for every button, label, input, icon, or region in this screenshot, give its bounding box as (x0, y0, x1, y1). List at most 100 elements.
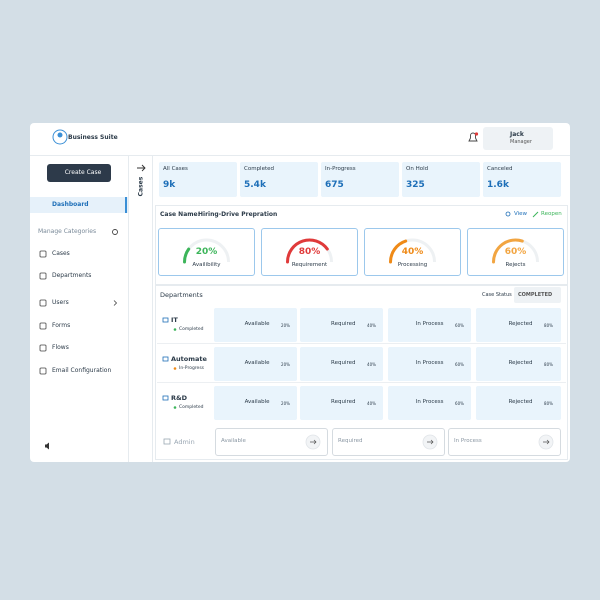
gauge-card (158, 228, 255, 276)
dept-icon (162, 395, 169, 401)
stat-card (321, 162, 399, 197)
gauge-arc (389, 239, 408, 264)
cell-label: In Process (415, 360, 444, 366)
bell-badge (474, 132, 479, 136)
stat-value: 9k (163, 180, 176, 190)
tab-divider (152, 155, 153, 462)
dept-cell (388, 347, 471, 381)
dept-cell (476, 308, 561, 342)
dept-cell (214, 308, 297, 342)
nav-icon (39, 367, 47, 375)
admin-icon (163, 438, 171, 445)
nav-icon (39, 299, 47, 307)
dept-status: Completed (179, 405, 204, 410)
cell-label: Required (331, 360, 356, 366)
cell-label: Rejected (508, 399, 533, 405)
gauge-value: 60% (504, 247, 527, 257)
case-name-label: Case Name: (160, 211, 200, 218)
cell-label: Available (244, 399, 270, 405)
nav-item[interactable]: Dashboard (52, 201, 89, 208)
logo (52, 129, 68, 145)
gauge-caption: Requirement (291, 262, 328, 268)
stat-label: On Hold (406, 166, 429, 172)
nav-icon (39, 344, 47, 352)
case-panel (155, 205, 568, 285)
status-dot (173, 328, 177, 331)
stat-value: 675 (325, 180, 344, 190)
cell-label: Available (244, 360, 270, 366)
gauge-card (467, 228, 564, 276)
cell-label: Required (331, 321, 356, 327)
gauge-caption: Processing (397, 262, 428, 268)
reopen-link[interactable]: Reopen (541, 211, 562, 217)
row-divider (157, 343, 566, 344)
ring-percent: 40% (367, 400, 376, 406)
header-divider (30, 155, 570, 156)
cell-label: In Process (415, 399, 444, 405)
dept-cell (388, 386, 471, 420)
case-name: Hiring-Drive Prepration (198, 211, 278, 218)
stat-card (240, 162, 318, 197)
ring-percent: 20% (281, 322, 290, 328)
stat-card (483, 162, 561, 197)
cell-label: Rejected (508, 360, 533, 366)
dept-icon (162, 317, 169, 323)
gauge-value: 80% (298, 247, 321, 257)
user-name: Jack (510, 131, 524, 138)
user-box[interactable] (483, 127, 553, 150)
stat-value: 5.4k (244, 180, 266, 190)
nav-item[interactable]: Users (52, 299, 69, 306)
ring-percent: 20% (281, 361, 290, 367)
nav-icon (39, 272, 47, 280)
nav-item[interactable]: Flows (52, 344, 69, 351)
tab-label[interactable]: Cases (137, 176, 145, 197)
departments-panel (155, 285, 568, 460)
arrow-icon (310, 439, 317, 445)
departments-title: Departments (160, 291, 203, 299)
dept-cell (300, 347, 383, 381)
stat-value: 1.6k (487, 180, 509, 190)
ring-percent: 40% (367, 361, 376, 367)
gauge-caption: Rejects (505, 262, 526, 268)
gauge-value: 40% (401, 247, 424, 257)
cell-label: In Process (415, 321, 444, 327)
nav-item[interactable]: Forms (52, 322, 71, 329)
settings-icon (112, 229, 118, 235)
nav-active-bg (30, 197, 128, 213)
gauge-value: 20% (195, 247, 218, 257)
cell-label: Available (244, 321, 270, 327)
dept-cell (476, 386, 561, 420)
gauge-card (364, 228, 461, 276)
view-icon (505, 211, 511, 217)
sidebar-divider (128, 155, 129, 462)
ring-percent: 80% (544, 322, 553, 328)
status-dot (173, 367, 177, 370)
ring-percent: 80% (544, 400, 553, 406)
dept-cell (388, 308, 471, 342)
admin-cell-label: In Process (454, 438, 482, 444)
stat-label: In-Progress (325, 166, 356, 172)
cell-label: Rejected (508, 321, 533, 327)
dept-cell (214, 386, 297, 420)
stat-label: Completed (244, 166, 274, 172)
admin-cell (332, 428, 445, 456)
stat-card (159, 162, 237, 197)
row-divider (157, 382, 566, 383)
status-dropdown[interactable]: COMPLETED (514, 287, 561, 303)
user-role: Manager (510, 139, 532, 145)
dept-status: In-Progress (179, 366, 205, 371)
stat-label: All Cases (163, 166, 188, 172)
nav-icon (39, 250, 47, 258)
stat-card (402, 162, 480, 197)
arrow-icon (427, 439, 434, 445)
nav-item[interactable]: Departments (52, 272, 92, 279)
nav-item[interactable]: Cases (52, 250, 70, 257)
stat-value: 325 (406, 180, 425, 190)
dept-cell (476, 347, 561, 381)
nav-item[interactable]: Email Configuration (52, 367, 112, 374)
dept-name: IT (171, 316, 178, 324)
view-link[interactable]: View (514, 211, 528, 217)
ring-percent: 60% (455, 361, 464, 367)
dept-icon (162, 356, 169, 362)
create-case-button[interactable]: Create Case (47, 164, 111, 182)
